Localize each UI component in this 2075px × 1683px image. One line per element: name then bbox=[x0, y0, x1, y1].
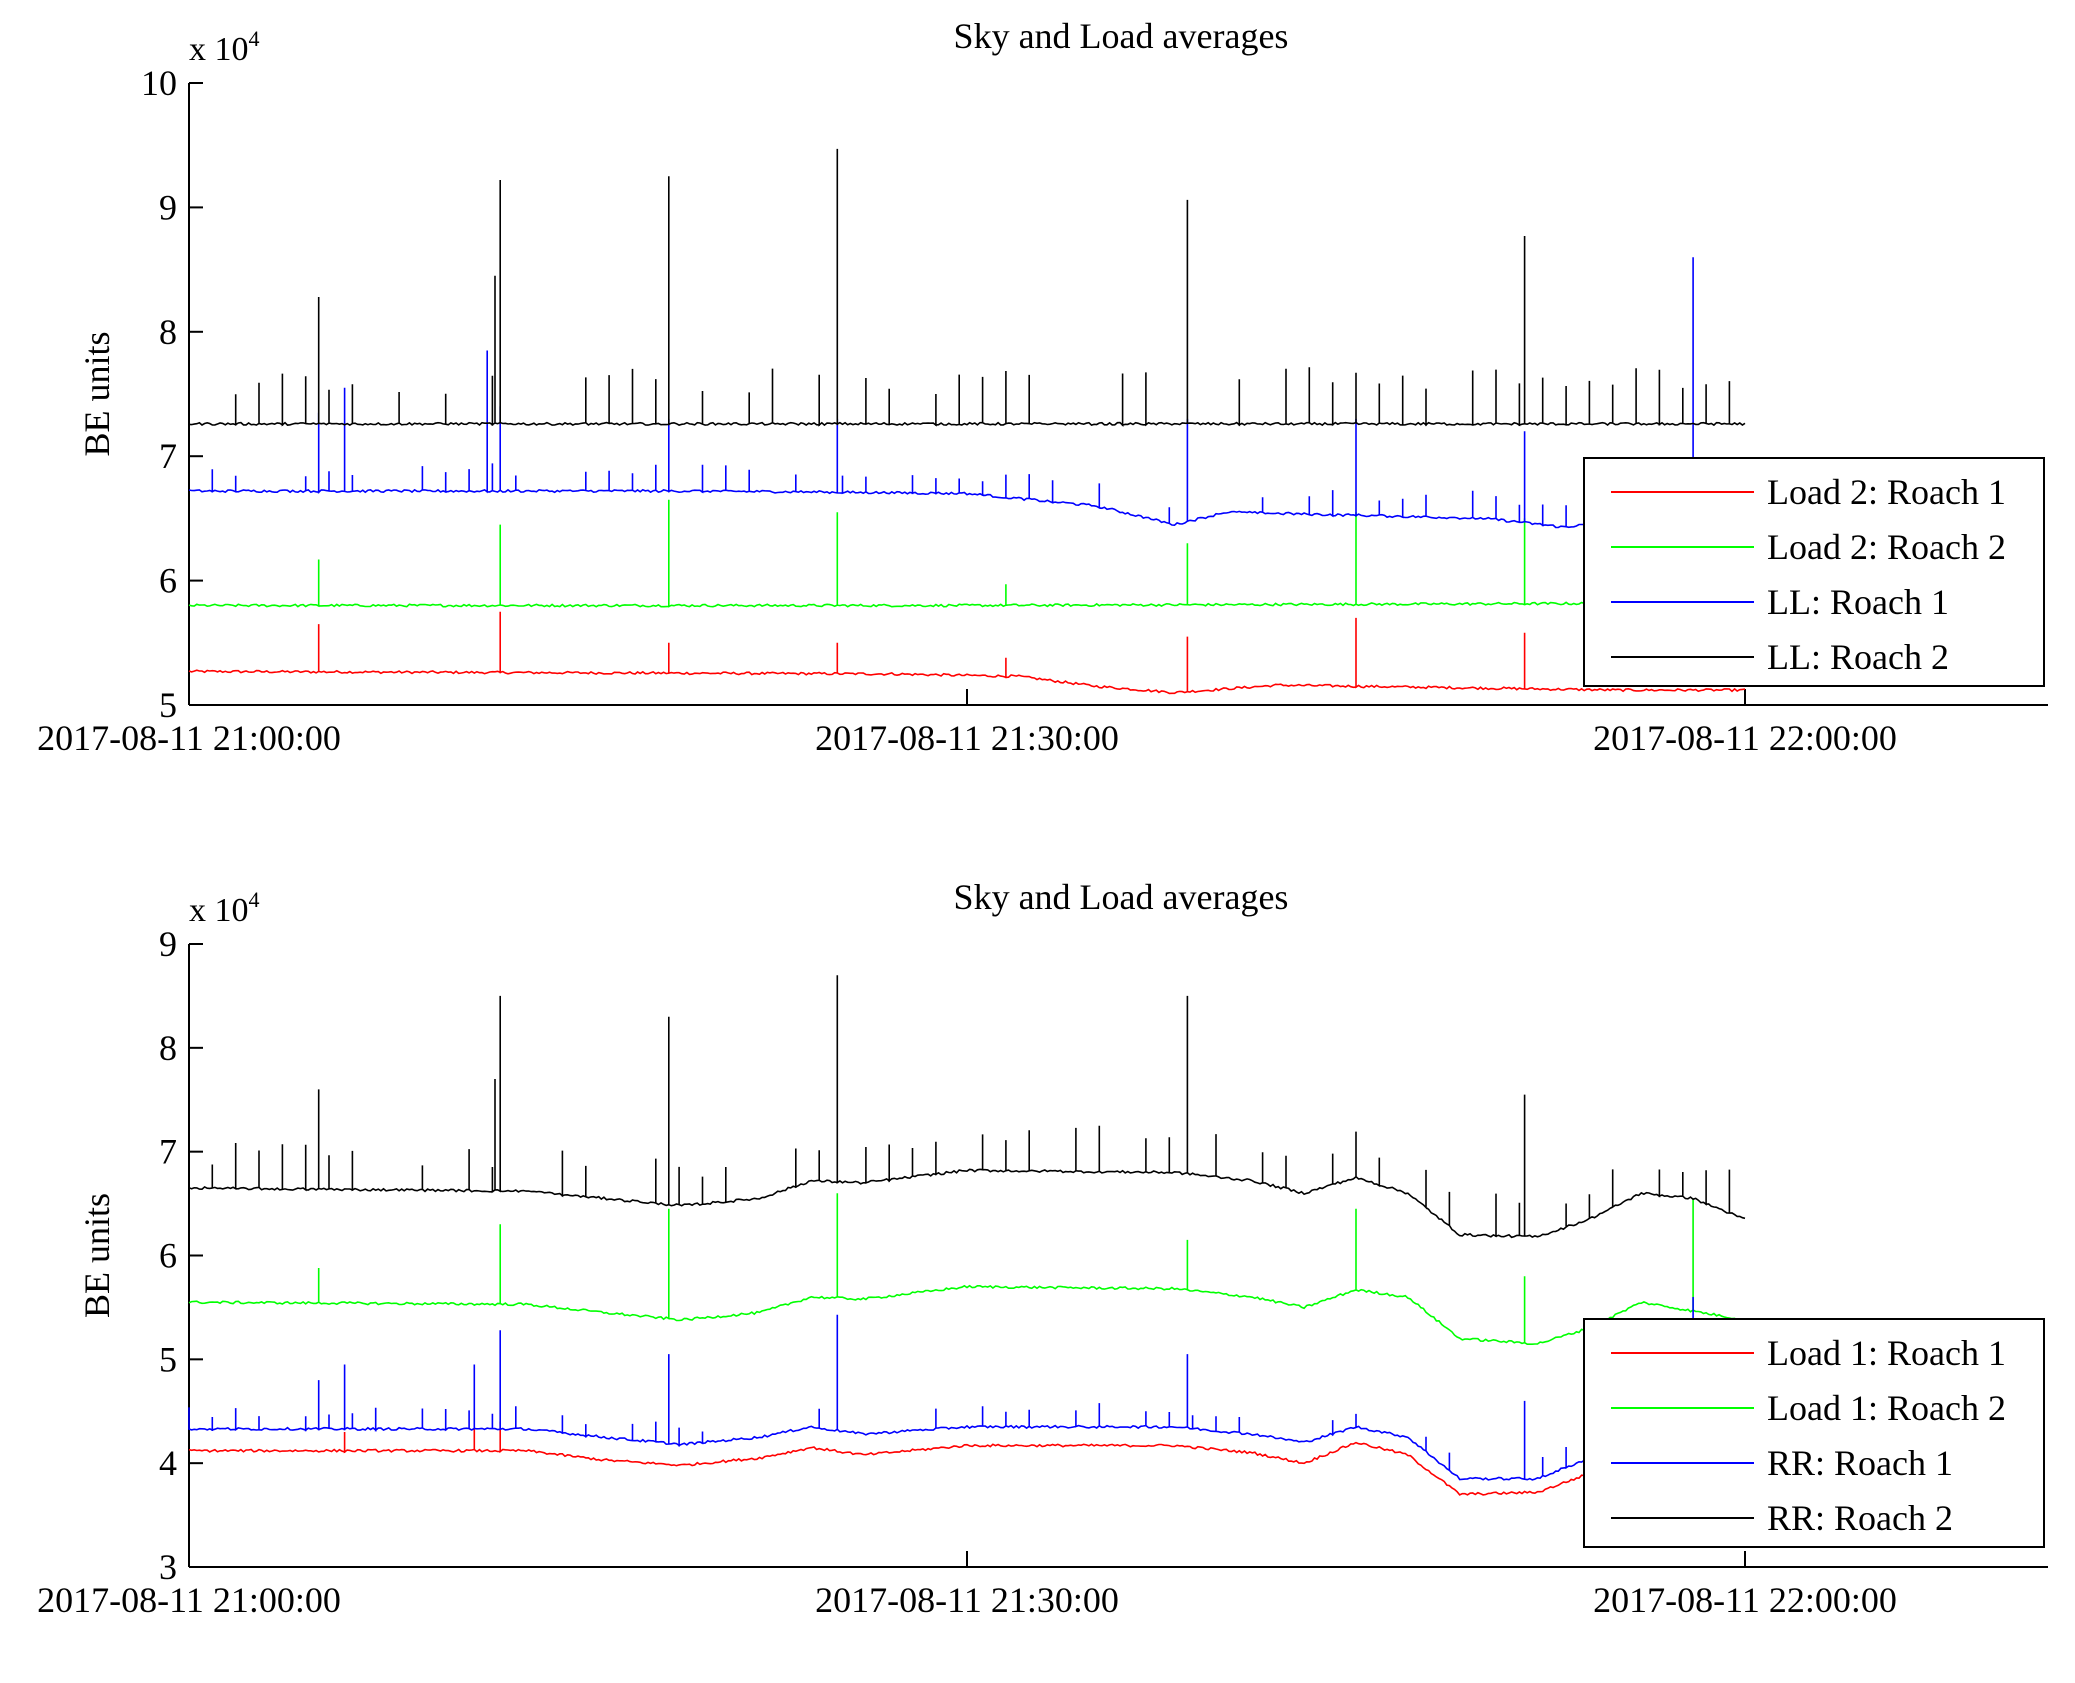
y-tick-label: 7 bbox=[159, 1132, 177, 1172]
series-line-1 bbox=[188, 611, 1746, 695]
y-tick-label: 9 bbox=[159, 924, 177, 964]
y-tick-label: 10 bbox=[141, 63, 177, 103]
series-line-4 bbox=[188, 975, 1746, 1239]
y-tick-label: 6 bbox=[159, 1236, 177, 1276]
y-tick-label: 3 bbox=[159, 1547, 177, 1587]
y-axis-label: BE units bbox=[77, 1193, 117, 1318]
y-tick-label: 7 bbox=[159, 436, 177, 476]
y-tick-label: 5 bbox=[159, 685, 177, 725]
x-tick-label: 2017-08-11 22:00:00 bbox=[1593, 1580, 1897, 1620]
x-tick-label: 2017-08-11 21:00:00 bbox=[37, 718, 341, 758]
chart-title: Sky and Load averages bbox=[954, 877, 1289, 917]
legend-box bbox=[1583, 457, 2045, 687]
legend-entry: RR: Roach 2 bbox=[1767, 1498, 1953, 1538]
legend-entry: LL: Roach 2 bbox=[1767, 637, 1949, 677]
legend-entry: Load 2: Roach 2 bbox=[1767, 527, 2006, 567]
series-line-2 bbox=[188, 1193, 1746, 1345]
legend-entry: RR: Roach 1 bbox=[1767, 1443, 1953, 1483]
legend-entry: Load 1: Roach 2 bbox=[1767, 1388, 2006, 1428]
y-tick-label: 8 bbox=[159, 312, 177, 352]
series-line-1 bbox=[188, 1421, 1746, 1496]
x-tick-label: 2017-08-11 21:00:00 bbox=[37, 1580, 341, 1620]
series-line-2 bbox=[188, 499, 1746, 608]
x-tick-label: 2017-08-11 21:30:00 bbox=[815, 718, 1119, 758]
y-axis-label: BE units bbox=[77, 331, 117, 456]
series-line-3 bbox=[188, 1297, 1746, 1481]
y-multiplier-label: x 104 bbox=[189, 26, 260, 68]
chart-title: Sky and Load averages bbox=[954, 16, 1289, 56]
y-tick-label: 4 bbox=[159, 1443, 177, 1483]
legend-entry: Load 1: Roach 1 bbox=[1767, 1333, 2006, 1373]
y-tick-label: 6 bbox=[159, 561, 177, 601]
chart-panel-1: Sky and Load averages x 104 BE units 5 6 7 8 9 1… bbox=[37, 16, 2048, 758]
chart-panel-2: Sky and Load averages x 104 BE units 3 4 5 6 7 8… bbox=[37, 877, 2048, 1620]
y-tick-label: 8 bbox=[159, 1028, 177, 1068]
x-tick-label: 2017-08-11 21:30:00 bbox=[815, 1580, 1119, 1620]
series-line-3 bbox=[188, 257, 1746, 529]
y-tick-label: 5 bbox=[159, 1339, 177, 1379]
y-tick-label: 9 bbox=[159, 187, 177, 227]
x-tick-label: 2017-08-11 22:00:00 bbox=[1593, 718, 1897, 758]
legend-entry: LL: Roach 1 bbox=[1767, 582, 1949, 622]
legend-entry: Load 2: Roach 1 bbox=[1767, 472, 2006, 512]
series-line-4 bbox=[188, 148, 1746, 427]
legend-box bbox=[1583, 1318, 2045, 1548]
y-multiplier-label: x 104 bbox=[189, 887, 260, 929]
